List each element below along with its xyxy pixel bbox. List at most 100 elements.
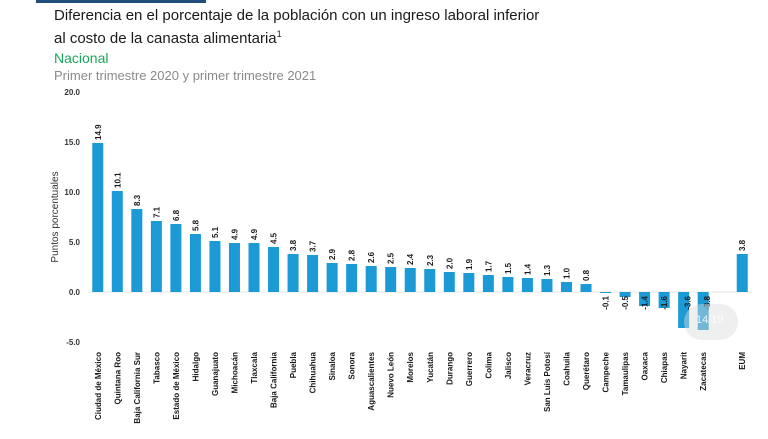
category-label: Nayarit bbox=[680, 352, 689, 379]
category-label: Veracruz bbox=[523, 352, 532, 385]
page-indicator-badge: 14/19 bbox=[684, 304, 738, 340]
data-label: -0.5 bbox=[621, 295, 630, 309]
title-line-1: Diferencia en el porcentaje de la poblac… bbox=[54, 7, 540, 24]
bar-29 bbox=[639, 292, 651, 306]
data-label: 1.5 bbox=[504, 262, 513, 274]
title-footnote: 1 bbox=[276, 29, 282, 39]
category-label: Sinaloa bbox=[328, 351, 337, 380]
bar-19 bbox=[443, 272, 455, 292]
bar-4 bbox=[150, 221, 162, 292]
category-label: Baja California bbox=[270, 351, 279, 408]
bar-17 bbox=[404, 268, 416, 292]
bar-27 bbox=[600, 292, 612, 293]
title-line-2: al costo de la canasta alimentaria bbox=[54, 30, 277, 47]
category-label: Guanajuato bbox=[211, 352, 220, 396]
category-label: Aguascalientes bbox=[367, 351, 376, 410]
page-indicator: 14/19 bbox=[696, 314, 724, 326]
bar-2 bbox=[111, 191, 123, 292]
category-label: EUM bbox=[738, 352, 747, 370]
category-label: Nuevo León bbox=[387, 352, 396, 398]
bar-8 bbox=[228, 243, 240, 292]
category-label: Baja California Sur bbox=[133, 352, 142, 424]
category-label: Durango bbox=[445, 352, 454, 385]
bar-11 bbox=[287, 254, 299, 292]
bar-12 bbox=[307, 255, 319, 292]
bar-34 bbox=[736, 254, 748, 292]
category-label: Puebla bbox=[289, 351, 298, 378]
data-label: 2.8 bbox=[348, 249, 357, 261]
category-label: Michoacán bbox=[230, 352, 239, 393]
top-accent-rule bbox=[36, 0, 206, 3]
bar-10 bbox=[268, 247, 280, 292]
bar-6 bbox=[189, 234, 201, 292]
category-label: Estado de México bbox=[172, 352, 181, 420]
bar-3 bbox=[131, 209, 143, 292]
category-label: Yucatán bbox=[426, 352, 435, 383]
data-label: 3.7 bbox=[309, 240, 318, 252]
data-label: 6.8 bbox=[172, 209, 181, 221]
data-label: -3.8 bbox=[703, 295, 712, 309]
data-label: 2.0 bbox=[445, 257, 454, 269]
bar-7 bbox=[209, 241, 221, 292]
data-label: 1.3 bbox=[543, 264, 552, 276]
category-label: Chihuahua bbox=[309, 351, 318, 393]
data-label: 2.9 bbox=[328, 248, 337, 260]
bar-18 bbox=[424, 269, 436, 292]
category-label: Coahuila bbox=[562, 351, 571, 385]
data-label: 10.1 bbox=[113, 172, 122, 188]
data-label: 2.3 bbox=[426, 254, 435, 266]
category-label: Tabasco bbox=[152, 352, 161, 384]
bar-26 bbox=[580, 284, 592, 292]
data-label: 8.3 bbox=[133, 194, 142, 206]
bar-15 bbox=[365, 266, 377, 292]
bar-22 bbox=[502, 277, 514, 292]
bar-31 bbox=[678, 292, 690, 328]
data-label: -0.1 bbox=[602, 295, 611, 309]
bar-16 bbox=[385, 267, 397, 292]
data-label: 2.4 bbox=[406, 253, 415, 265]
bar-13 bbox=[326, 263, 338, 292]
bar-5 bbox=[170, 224, 182, 292]
category-label: Ciudad de México bbox=[94, 352, 103, 420]
category-label: Oaxaca bbox=[641, 351, 650, 380]
data-label: 2.6 bbox=[367, 251, 376, 263]
data-label: 0.8 bbox=[582, 269, 591, 281]
bar-21 bbox=[482, 275, 494, 292]
y-tick-label: -5.0 bbox=[66, 338, 80, 347]
y-tick-label: 10.0 bbox=[64, 188, 80, 197]
y-tick-label: 5.0 bbox=[69, 238, 81, 247]
data-label: 2.5 bbox=[387, 252, 396, 264]
chart-title: Diferencia en el porcentaje de la poblac… bbox=[54, 7, 654, 48]
data-label: 3.8 bbox=[289, 239, 298, 251]
data-label: 1.0 bbox=[562, 267, 571, 279]
data-label: 14.9 bbox=[94, 124, 103, 140]
data-label: 5.1 bbox=[211, 226, 220, 238]
bar-28 bbox=[619, 292, 631, 297]
category-label: Morelos bbox=[406, 351, 415, 382]
y-tick-label: 0.0 bbox=[69, 288, 81, 297]
category-label: Chiapas bbox=[660, 351, 669, 383]
chart-subtitle: Nacional bbox=[54, 50, 109, 66]
bar-30 bbox=[658, 292, 670, 308]
chart-header: Diferencia en el porcentaje de la poblac… bbox=[54, 7, 654, 84]
data-label: -3.6 bbox=[684, 295, 693, 309]
category-label: Quintana Roo bbox=[113, 352, 122, 405]
category-label: Jalisco bbox=[504, 352, 513, 379]
category-label: Zacatecas bbox=[699, 351, 708, 390]
bar-14 bbox=[346, 264, 358, 292]
category-label: Tamaulipas bbox=[621, 351, 630, 395]
data-label: -1.4 bbox=[641, 295, 650, 309]
data-label: 1.4 bbox=[523, 263, 532, 275]
bar-23 bbox=[521, 278, 533, 292]
data-label: 5.8 bbox=[191, 219, 200, 231]
category-label: Colima bbox=[484, 351, 493, 378]
category-label: San Luis Potosí bbox=[543, 351, 552, 412]
y-tick-label: 15.0 bbox=[64, 138, 80, 147]
bar-32 bbox=[697, 292, 709, 330]
category-label: Tlaxcala bbox=[250, 351, 259, 383]
y-axis-label: Puntos porcentuales bbox=[50, 171, 61, 262]
bar-1 bbox=[92, 143, 104, 292]
data-label: 1.7 bbox=[484, 260, 493, 272]
data-label: 3.8 bbox=[738, 239, 747, 251]
